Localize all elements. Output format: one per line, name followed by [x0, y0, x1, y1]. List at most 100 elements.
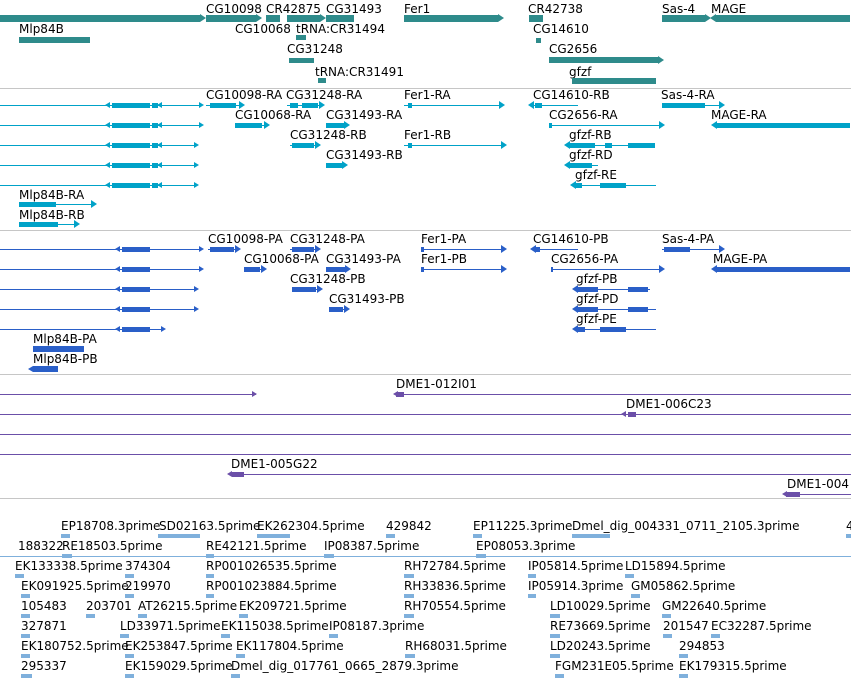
est-block[interactable] — [206, 554, 214, 558]
feature-label[interactable]: LD15894.5prime — [625, 559, 726, 573]
feature-label[interactable]: CG10098-PA — [208, 232, 283, 246]
exon-block[interactable] — [408, 142, 412, 148]
exon-block[interactable] — [152, 102, 158, 108]
exon-block[interactable] — [421, 266, 424, 272]
gene-block[interactable] — [326, 14, 354, 22]
exon-block[interactable] — [662, 102, 705, 108]
feature-label[interactable]: CG31493-PB — [329, 292, 405, 306]
est-block[interactable] — [158, 534, 200, 538]
feature-label[interactable]: Mlp84B-RB — [19, 208, 85, 222]
exon-block[interactable] — [716, 122, 850, 128]
est-block[interactable] — [206, 574, 214, 578]
feature-label[interactable]: 294853 — [679, 639, 725, 653]
est-block[interactable] — [231, 674, 240, 678]
feature-label[interactable]: GM22640.5prime — [662, 599, 767, 613]
est-block[interactable] — [476, 554, 486, 558]
exon-block[interactable] — [292, 286, 316, 292]
est-block[interactable] — [528, 594, 536, 598]
feature-label[interactable]: CG2656-RA — [549, 108, 618, 122]
feature-label[interactable]: EP11225.3prime — [473, 519, 573, 533]
feature-label[interactable]: EK179315.5prime — [679, 659, 787, 673]
feature-label[interactable]: EK091925.5prime — [21, 579, 129, 593]
feature-label[interactable]: 188322 — [18, 539, 64, 553]
est-block[interactable] — [404, 594, 414, 598]
feature-label[interactable]: RP001026535.5prime — [206, 559, 337, 573]
exon-block[interactable] — [292, 246, 314, 252]
feature-label[interactable]: Dmel_dig_004331_0711_2105.3prime — [572, 519, 800, 533]
feature-label[interactable]: IP08187.3prime — [329, 619, 425, 633]
feature-label[interactable]: RE73669.5prime — [550, 619, 651, 633]
est-block[interactable] — [62, 554, 72, 558]
exon-block[interactable] — [33, 366, 58, 372]
feature-label[interactable]: CG31248 — [287, 42, 343, 56]
exon-block[interactable] — [716, 266, 850, 272]
est-block[interactable] — [21, 654, 30, 658]
feature-label[interactable]: Mlp84B-PB — [33, 352, 98, 366]
est-block[interactable] — [21, 594, 30, 598]
est-block[interactable] — [239, 614, 248, 618]
exon-block[interactable] — [575, 182, 582, 188]
est-block[interactable] — [15, 574, 24, 578]
feature-label[interactable]: tRNA:CR31494 — [296, 22, 385, 36]
est-block[interactable] — [550, 654, 560, 658]
feature-label[interactable]: SD02163.5prime — [159, 519, 261, 533]
feature-label[interactable]: LD20243.5prime — [550, 639, 651, 653]
feature-label[interactable]: Sas-4 — [662, 2, 696, 16]
exon-block[interactable] — [290, 102, 298, 108]
feature-label[interactable]: EK253847.5prime — [125, 639, 233, 653]
exon-block[interactable] — [152, 142, 158, 148]
exon-block[interactable] — [600, 326, 626, 332]
feature-label[interactable]: IP08387.5prime — [324, 539, 420, 553]
feature-label[interactable]: Fer1-PB — [421, 252, 467, 266]
feature-label[interactable]: 295337 — [21, 659, 67, 673]
feature-label[interactable]: Sas-4-PA — [662, 232, 715, 246]
feature-label[interactable]: CR42738 — [528, 2, 583, 16]
exon-block[interactable] — [112, 142, 150, 148]
exon-block[interactable] — [33, 346, 84, 352]
est-block[interactable] — [21, 614, 30, 618]
est-block[interactable] — [404, 614, 414, 618]
est-block[interactable] — [125, 574, 134, 578]
exon-block[interactable] — [112, 162, 150, 168]
feature-label[interactable]: EK115038.5prime — [221, 619, 329, 633]
est-block[interactable] — [662, 614, 671, 618]
feature-label[interactable]: RH72784.5prime — [404, 559, 506, 573]
feature-label[interactable]: EK262304.5prime — [257, 519, 365, 533]
exon-block[interactable] — [112, 102, 150, 108]
feature-label[interactable]: EK180752.5prime — [21, 639, 129, 653]
gene-block[interactable] — [404, 14, 498, 22]
est-block[interactable] — [138, 614, 147, 618]
feature-label[interactable]: Sas-4-RA — [661, 89, 715, 102]
exon-block[interactable] — [408, 102, 412, 108]
feature-label[interactable]: DME1-005G22 — [231, 457, 318, 471]
clone-end[interactable] — [232, 471, 244, 477]
est-block[interactable] — [386, 534, 395, 538]
exon-block[interactable] — [326, 122, 344, 128]
gene-block[interactable] — [318, 77, 326, 83]
exon-block[interactable] — [122, 306, 150, 312]
est-block[interactable] — [324, 554, 334, 558]
feature-label[interactable]: EK133338.5prime — [15, 559, 123, 573]
feature-label[interactable]: Mlp84B-RA — [19, 188, 85, 202]
gene-block[interactable] — [662, 14, 705, 22]
exon-block[interactable] — [292, 142, 314, 148]
feature-label[interactable]: EK159029.5prime — [125, 659, 233, 673]
feature-label[interactable]: 219970 — [125, 579, 171, 593]
est-block[interactable] — [679, 654, 688, 658]
feature-label[interactable]: FGM231E05.5prime — [555, 659, 674, 673]
feature-label[interactable]: CG2656-PA — [551, 252, 619, 266]
exon-block[interactable] — [302, 102, 318, 108]
feature-label[interactable]: gfzf-RD — [569, 148, 613, 162]
exon-block[interactable] — [152, 162, 158, 168]
est-block[interactable] — [846, 534, 851, 538]
feature-label[interactable]: LD10029.5prime — [550, 599, 651, 613]
feature-label[interactable]: CG14610-RB — [533, 89, 610, 102]
feature-label[interactable]: CG10068-PA — [244, 252, 319, 266]
feature-label[interactable]: 105483 — [21, 599, 67, 613]
exon-block[interactable] — [536, 246, 540, 252]
exon-block[interactable] — [628, 306, 648, 312]
feature-label[interactable]: Fer1-PA — [421, 232, 467, 246]
feature-label[interactable]: RE42121.5prime — [206, 539, 307, 553]
feature-label[interactable]: DME1-004 — [787, 477, 850, 491]
feature-label[interactable]: Fer1-RA — [404, 89, 451, 102]
